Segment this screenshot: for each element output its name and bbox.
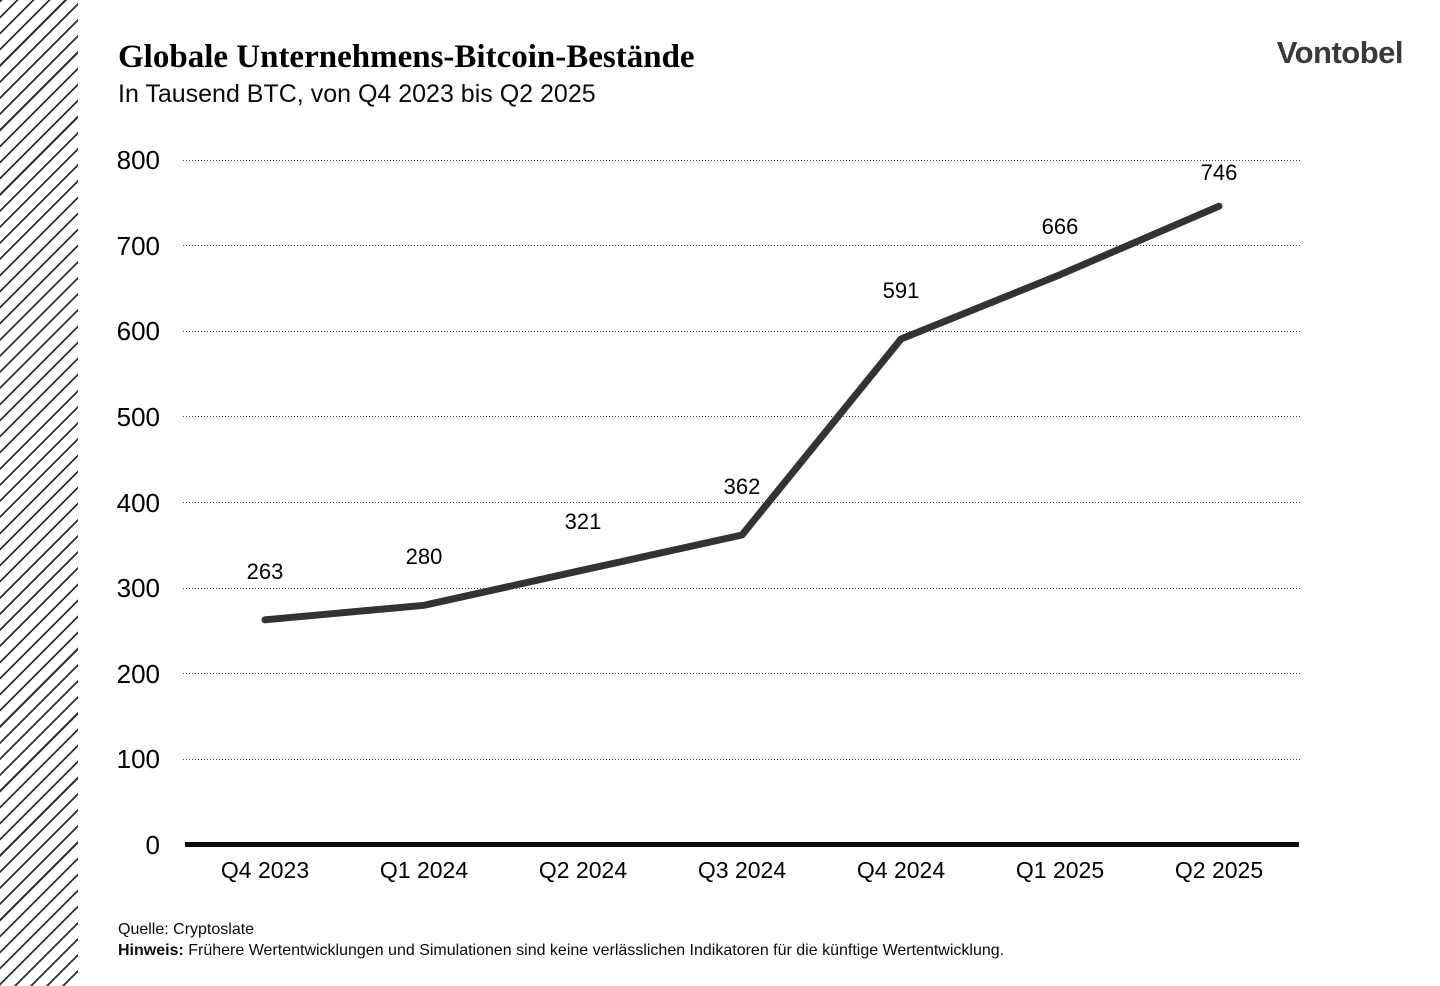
vontobel-logo: Vontobel	[1276, 35, 1404, 70]
chart-area: 0 100 200 300 400 500 600 700 800 Q4 2023 Q1 2024 Q…	[117, 145, 1300, 883]
y-gridline-800	[183, 159, 1300, 161]
x-tick-label: Q2 2025	[1174, 857, 1264, 883]
footer-note-text: Frühere Wertentwicklungen und Simulation…	[188, 942, 1005, 959]
data-point-label: 280	[405, 544, 443, 570]
trend-line	[261, 202, 1223, 624]
x-tick-label: Q1 2025	[1015, 857, 1105, 883]
y-gridline-300	[183, 587, 1300, 589]
chart-subtitle: In Tausend BTC, von Q4 2023 bis Q2 2025	[118, 80, 596, 108]
y-tick-label: 100	[116, 744, 160, 775]
y-gridline-100	[183, 758, 1300, 760]
trend-line-svg	[261, 202, 1223, 624]
diagonal-hatch-stripe	[0, 0, 78, 986]
y-tick-label: 400	[116, 487, 160, 518]
data-point-label: 263	[246, 558, 284, 584]
y-tick-label: 500	[116, 401, 160, 432]
data-point-label: 746	[1200, 160, 1238, 186]
y-tick-label: 800	[116, 145, 160, 175]
y-gridline-200	[183, 673, 1300, 675]
x-axis-line	[185, 842, 1299, 847]
x-tick-label: Q1 2024	[379, 857, 469, 883]
x-tick-label: Q4 2023	[220, 857, 310, 883]
data-point-label: 321	[564, 509, 602, 535]
y-tick-label: 600	[116, 316, 160, 347]
footer: Quelle: Cryptoslate Hinweis: Frühere Wer…	[118, 919, 1004, 961]
x-tick-label: Q3 2024	[697, 857, 787, 883]
y-gridline-500	[183, 416, 1300, 418]
x-tick-label: Q4 2024	[856, 857, 946, 883]
y-tick-label: 700	[116, 230, 160, 261]
footer-note-label: Hinweis:	[118, 942, 184, 959]
y-gridline-400	[183, 502, 1300, 503]
data-point-label: 591	[882, 277, 920, 303]
y-tick-label: 0	[145, 830, 160, 860]
y-tick-label: 300	[116, 573, 160, 604]
data-point-label: 362	[723, 474, 761, 500]
footer-source: Quelle: Cryptoslate	[118, 921, 255, 938]
chart-title: Globale Unternehmens-Bitcoin-Bestände	[118, 39, 695, 75]
x-tick-label: Q2 2024	[538, 857, 628, 883]
data-point-label: 666	[1041, 213, 1079, 239]
footer-note: Hinweis: Frühere Wertentwicklungen und S…	[118, 940, 1004, 961]
y-tick-label: 200	[116, 658, 160, 689]
y-gridline-700	[183, 245, 1300, 247]
y-gridline-600	[183, 330, 1300, 332]
